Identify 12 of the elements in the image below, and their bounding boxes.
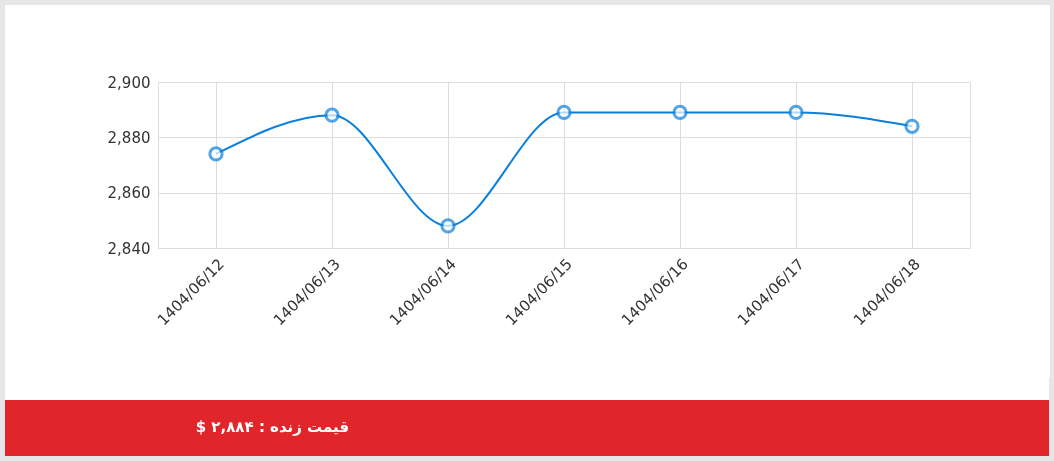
point: [208, 146, 224, 162]
text: قیمت زنده : ۲,۸۸۴ $: [195, 418, 349, 436]
point: [672, 104, 688, 121]
point: [556, 104, 572, 121]
point: [904, 118, 920, 134]
y-tick-label: 2,860: [107, 184, 151, 203]
y-tick-label: 2,880: [107, 128, 151, 147]
point: [788, 104, 804, 121]
y-tick-label: 2,840: [107, 239, 151, 258]
y-tick-label: 2,900: [107, 73, 151, 92]
point: [440, 218, 456, 234]
point: [324, 107, 340, 123]
